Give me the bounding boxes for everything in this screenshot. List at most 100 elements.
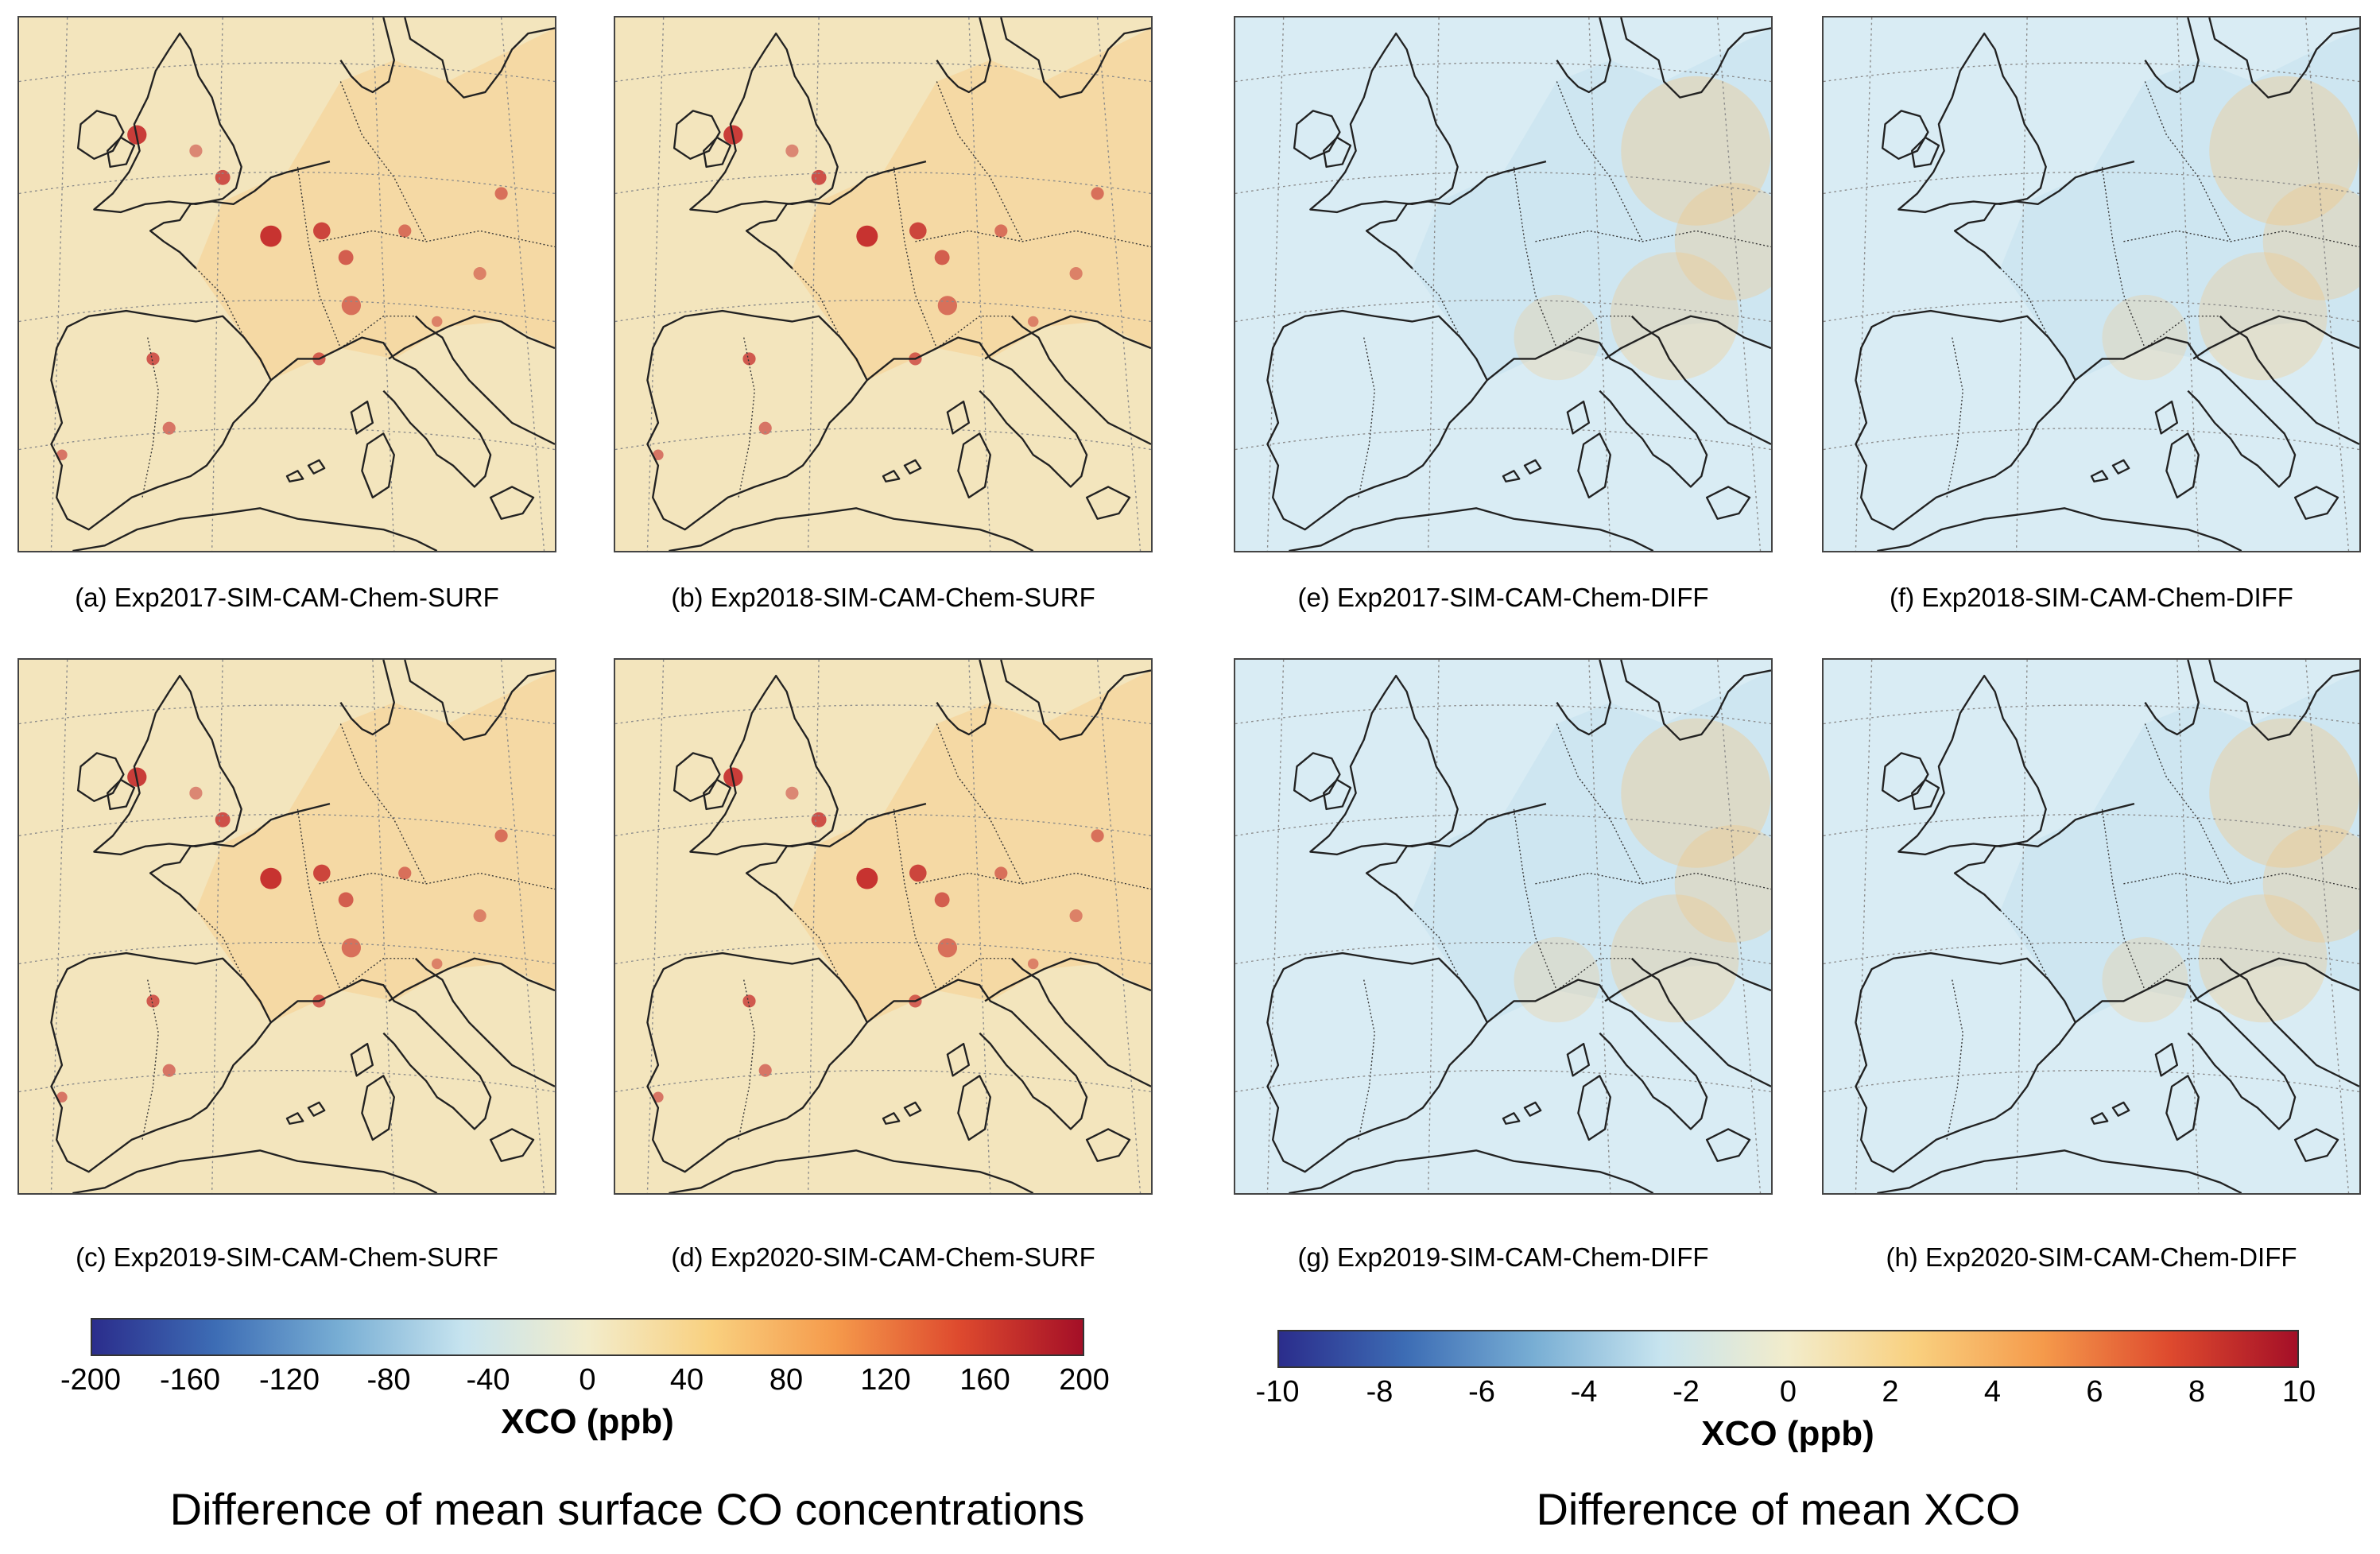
coastline — [646, 309, 868, 531]
coastline — [984, 315, 1151, 360]
coastline — [673, 752, 721, 802]
coastline — [1630, 315, 1771, 445]
coastline — [1365, 161, 1547, 269]
coastline — [50, 309, 272, 531]
tick-label: 200 — [1059, 1363, 1110, 1397]
coastline — [669, 507, 1034, 551]
country-border — [1535, 230, 1771, 248]
coastline — [1604, 957, 1771, 1002]
concentration-hotspot — [937, 296, 958, 316]
country-border — [1513, 166, 1558, 349]
coastline — [1523, 459, 1542, 475]
coastline — [1630, 957, 1771, 1087]
coastline — [1487, 336, 1708, 488]
coastline — [2154, 400, 2179, 435]
tick-label: 0 — [579, 1363, 596, 1397]
concentration-hotspot — [2102, 936, 2188, 1023]
graticule-line — [19, 1070, 555, 1093]
colorbar-column-ticks: -10 -8 -6 -4 -2 0 2 4 6 8 10 — [1256, 1375, 2316, 1409]
coastline — [2111, 459, 2130, 475]
coastline — [1881, 110, 1929, 160]
coastline — [1085, 1128, 1131, 1162]
concentration-hotspot — [934, 250, 950, 265]
map-canvas-f — [1824, 17, 2359, 551]
coastline — [72, 1149, 438, 1193]
concentration-hotspot — [1610, 894, 1739, 1023]
concentration-hotspot — [162, 421, 176, 435]
concentration-hotspot — [909, 222, 927, 240]
coastline — [414, 957, 555, 1087]
coastline — [339, 660, 395, 736]
tick-label: 120 — [860, 1363, 911, 1397]
coastline — [689, 674, 839, 856]
coastline — [2144, 17, 2200, 94]
concentration-hotspot — [215, 812, 231, 827]
concentration-hotspot — [2198, 894, 2328, 1023]
graticule-line — [1266, 660, 1285, 1193]
country-border — [1556, 316, 1632, 349]
map-canvas-a — [19, 17, 555, 551]
coastline — [1877, 1149, 2242, 1193]
caption-e: (e) Exp2017-SIM-CAM-Chem-DIFF — [1297, 583, 1709, 612]
coastline — [1293, 110, 1341, 160]
colorbar-column — [1277, 1330, 2299, 1368]
coastline — [1897, 32, 2047, 214]
coastline — [2144, 660, 2200, 736]
graticule-line — [1824, 941, 2359, 965]
country-border — [893, 166, 938, 349]
concentration-hotspot — [2262, 183, 2359, 300]
coastline — [1487, 979, 1708, 1130]
section-title-xco: Difference of mean XCO — [1536, 1484, 2021, 1534]
concentration-hotspot — [341, 938, 362, 958]
coastline — [1502, 470, 1521, 482]
concentration-hotspot — [1514, 936, 1600, 1023]
country-border — [339, 316, 416, 349]
coastline — [361, 1075, 395, 1141]
concentration-hotspot — [934, 892, 950, 908]
coastline — [1000, 660, 1151, 741]
colorbar-surface-ticks: -200 -160 -120 -80 -40 0 40 80 120 160 2… — [60, 1363, 1110, 1397]
coastline — [76, 752, 125, 802]
coastline — [1289, 1149, 1654, 1193]
tick-label: -4 — [1570, 1375, 1598, 1409]
coastline — [1309, 674, 1459, 856]
graticule-line — [50, 660, 68, 1193]
tick-label: -10 — [1255, 1375, 1300, 1409]
graticule-line — [50, 17, 68, 551]
country-border — [738, 979, 755, 1141]
tick-label: 40 — [669, 1363, 704, 1397]
concentration-hotspot — [162, 1064, 176, 1077]
map-panel-h — [1822, 658, 2361, 1195]
country-border — [1411, 267, 1461, 338]
concentration-hotspot — [338, 892, 354, 908]
coastline — [2192, 315, 2359, 360]
graticule-line — [211, 660, 223, 1193]
graticule-line — [2304, 660, 2350, 1193]
map-panel-f — [1822, 16, 2361, 552]
graticule-line — [19, 941, 555, 965]
graticule-line — [1716, 660, 1762, 1193]
graticule-line — [1266, 17, 1285, 551]
coastline — [2208, 17, 2359, 99]
country-border — [1513, 808, 1558, 991]
graticule-line — [646, 17, 665, 551]
graticule-line — [1855, 660, 1873, 1193]
concentration-hotspot — [338, 250, 354, 265]
concentration-hotspot — [56, 1091, 68, 1103]
country-border — [915, 230, 1151, 248]
tick-label: -8 — [1366, 1375, 1394, 1409]
coastline — [1877, 507, 2242, 551]
coastline — [489, 1128, 535, 1162]
concentration-hotspot — [785, 786, 799, 800]
coastline — [1556, 660, 1611, 736]
coastline — [1881, 752, 1929, 802]
land-tint — [792, 670, 1151, 1023]
map-canvas-d — [615, 660, 1151, 1193]
tick-label: -6 — [1468, 1375, 1495, 1409]
country-border — [1999, 909, 2049, 980]
coastline — [2154, 1042, 2179, 1077]
colorbar-surface-label: XCO (ppb) — [501, 1402, 674, 1441]
colorbar-surface — [91, 1318, 1084, 1356]
coastline — [1293, 752, 1341, 802]
country-border — [936, 723, 1023, 885]
